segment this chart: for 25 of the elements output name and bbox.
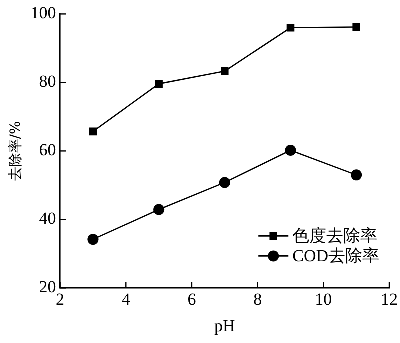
y-tick-label: 100	[30, 4, 56, 23]
point	[286, 24, 295, 32]
y-tick-label: 40	[39, 209, 56, 228]
point	[88, 234, 99, 246]
point	[352, 23, 360, 32]
y-axis-title: 去除率/%	[8, 121, 24, 182]
y-tick-label: 80	[39, 72, 56, 92]
x-tick-label: 8	[254, 290, 262, 309]
y-tick-label: 60	[39, 140, 56, 160]
point	[154, 204, 165, 216]
point	[285, 145, 296, 156]
x-tick-label: 6	[188, 290, 196, 309]
x-tick-label: 4	[122, 290, 131, 309]
point	[351, 170, 362, 181]
point	[155, 80, 163, 88]
legend-label: COD去除率	[292, 246, 380, 266]
x-tick-label: 2	[56, 290, 65, 309]
point	[219, 177, 230, 188]
x-tick-label: 12	[381, 290, 398, 309]
x-axis-title: pH	[214, 316, 236, 336]
point	[221, 68, 229, 76]
y-tick-label: 20	[39, 278, 56, 297]
legend-label: 色度去除率	[292, 226, 378, 246]
x-tick-label: 10	[315, 290, 332, 309]
point	[89, 128, 98, 136]
